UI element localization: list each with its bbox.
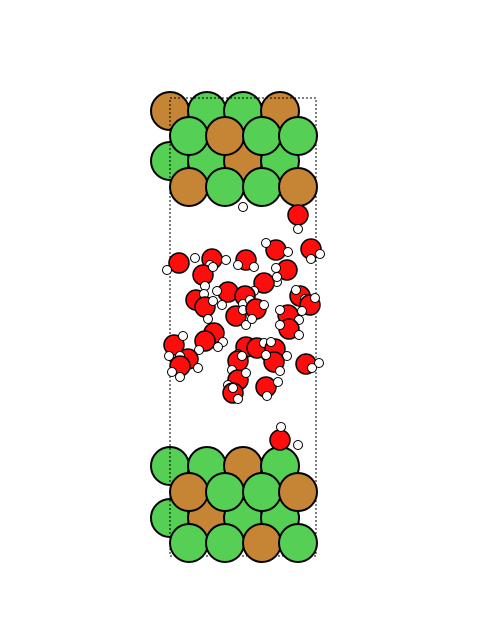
hydrogen-atom — [306, 254, 316, 264]
hydrogen-atom — [293, 224, 303, 234]
hydrogen-atom — [293, 440, 303, 450]
hydrogen-atom — [259, 300, 269, 310]
hydrogen-atom — [291, 285, 301, 295]
hydrogen-atom — [297, 306, 307, 316]
hydrogen-atom — [162, 265, 172, 275]
hydrogen-atom — [294, 330, 304, 340]
hydrogen-atom — [261, 238, 271, 248]
orange-metal-atom — [278, 167, 318, 207]
hydrogen-atom — [266, 337, 276, 347]
hydrogen-atom — [275, 320, 285, 330]
hydrogen-atom — [275, 305, 285, 315]
hydrogen-atom — [203, 314, 213, 324]
hydrogen-atom — [275, 366, 285, 376]
green-metal-atom — [242, 167, 282, 207]
hydrogen-atom — [261, 350, 271, 360]
hydrogen-atom — [212, 286, 222, 296]
hydrogen-atom — [167, 367, 177, 377]
hydrogen-atom — [241, 320, 251, 330]
hydrogen-atom — [238, 202, 248, 212]
hydrogen-atom — [208, 296, 218, 306]
hydrogen-atom — [193, 363, 203, 373]
hydrogen-atom — [241, 368, 251, 378]
water-region — [162, 202, 325, 451]
hydrogen-atom — [237, 351, 247, 361]
green-metal-atom — [205, 167, 245, 207]
oxygen-atom — [287, 204, 309, 226]
hydrogen-atom — [272, 272, 282, 282]
green-metal-atom — [205, 472, 245, 512]
green-metal-atom — [169, 523, 209, 563]
hydrogen-atom — [208, 262, 218, 272]
green-metal-atom — [169, 116, 209, 156]
hydrogen-atom — [164, 351, 174, 361]
hydrogen-atom — [190, 253, 200, 263]
hydrogen-atom — [276, 422, 286, 432]
green-metal-atom — [278, 523, 318, 563]
green-metal-atom — [278, 116, 318, 156]
orange-metal-atom — [278, 472, 318, 512]
hydrogen-atom — [271, 263, 281, 273]
cell-boundary — [169, 97, 317, 557]
oxygen-atom — [269, 429, 291, 451]
hydrogen-atom — [283, 247, 293, 257]
hydrogen-atom — [175, 372, 185, 382]
hydrogen-atom — [307, 363, 317, 373]
oxygen-atom — [168, 252, 190, 274]
hydrogen-atom — [249, 262, 259, 272]
green-metal-atom — [242, 472, 282, 512]
hydrogen-atom — [247, 314, 257, 324]
simulation-cell-outline — [169, 97, 317, 557]
orange-metal-atom — [169, 472, 209, 512]
oxygen-atom — [253, 272, 275, 294]
hydrogen-atom — [314, 358, 324, 368]
green-metal-atom — [205, 523, 245, 563]
hydrogen-atom — [233, 260, 243, 270]
green-metal-atom — [242, 116, 282, 156]
orange-metal-atom — [205, 116, 245, 156]
oxygen-atom — [163, 334, 185, 356]
hydrogen-atom — [178, 331, 188, 341]
hydrogen-atom — [273, 377, 283, 387]
hydrogen-atom — [221, 255, 231, 265]
hydrogen-atom — [213, 342, 223, 352]
slab-front-layer — [169, 116, 318, 563]
hydrogen-atom — [217, 300, 227, 310]
hydrogen-atom — [194, 345, 204, 355]
orange-metal-atom — [242, 523, 282, 563]
hydrogen-atom — [310, 293, 320, 303]
orange-metal-atom — [169, 167, 209, 207]
hydrogen-atom — [228, 383, 238, 393]
hydrogen-atom — [233, 394, 243, 404]
hydrogen-atom — [315, 249, 325, 259]
hydrogen-atom — [262, 391, 272, 401]
